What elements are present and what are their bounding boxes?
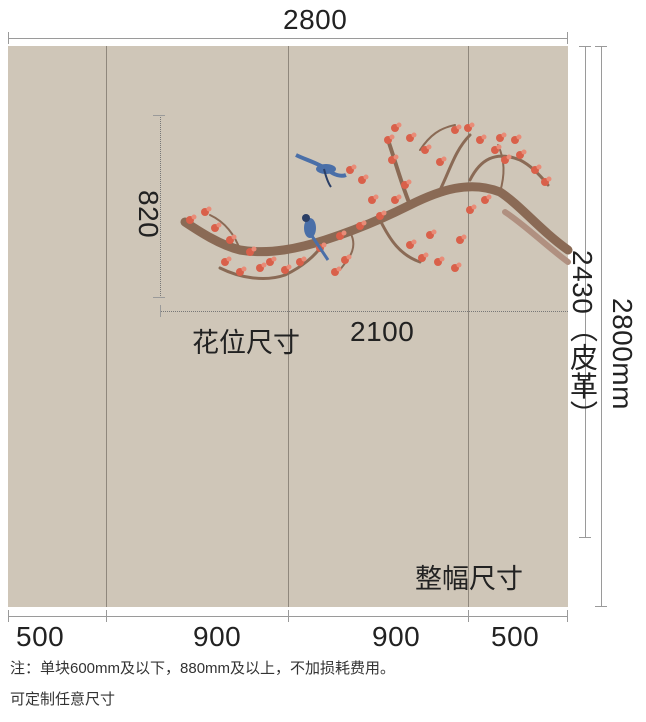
blossom-bud bbox=[431, 229, 437, 235]
pattern-width-line bbox=[160, 311, 568, 312]
panel-seam bbox=[468, 46, 469, 607]
panel-width-label: 900 bbox=[372, 621, 421, 652]
blossom-bud bbox=[216, 222, 222, 228]
right-height-label: 2430（皮革） bbox=[567, 250, 598, 429]
blossom-bud bbox=[271, 256, 277, 262]
blossom-bud bbox=[536, 164, 542, 170]
total-height-line bbox=[601, 46, 602, 607]
blossom-bud bbox=[373, 194, 379, 200]
total-height-label: 2800mm bbox=[607, 298, 638, 410]
total-width-label: 2800 bbox=[283, 4, 348, 35]
blossom-bud bbox=[393, 154, 399, 160]
blossom-bud bbox=[321, 242, 327, 248]
blossom-bud bbox=[261, 262, 267, 268]
blossom-bud bbox=[516, 134, 522, 140]
blossom-bud bbox=[496, 144, 502, 150]
blossom-bud bbox=[351, 164, 357, 170]
note-line-1: 注：单块600mm及以下，880mm及以上，不加损耗费用。 bbox=[10, 660, 396, 677]
blossom-bud bbox=[346, 254, 352, 260]
blossom-bud bbox=[461, 234, 467, 240]
blossom-bud bbox=[241, 266, 247, 272]
pattern-height-line bbox=[160, 115, 161, 298]
blossom-bud bbox=[396, 122, 402, 128]
pattern-label: 花位尺寸 bbox=[192, 328, 300, 358]
blossom-bud bbox=[226, 256, 232, 262]
plum-branch bbox=[180, 124, 573, 281]
blossom-bud bbox=[521, 149, 527, 155]
panel-width-label: 500 bbox=[491, 621, 540, 652]
blossom-bud bbox=[469, 122, 475, 128]
right-height-line bbox=[585, 46, 586, 538]
bird-perched bbox=[302, 214, 330, 261]
blossom-bud bbox=[363, 174, 369, 180]
blossom-bud bbox=[191, 214, 197, 220]
blossom-bud bbox=[481, 134, 487, 140]
blossom-bud bbox=[546, 176, 552, 182]
panel-seam bbox=[288, 46, 289, 607]
blossom-bud bbox=[206, 206, 212, 212]
blossom-bud bbox=[423, 252, 429, 258]
blossom-bud bbox=[301, 256, 307, 262]
bird-flying bbox=[295, 153, 347, 188]
blossom-bud bbox=[486, 194, 492, 200]
blossom-bud bbox=[251, 246, 257, 252]
blossom-bud bbox=[361, 220, 367, 226]
blossom-bud bbox=[506, 154, 512, 160]
blossom-bud bbox=[426, 144, 432, 150]
blossom-bud bbox=[411, 239, 417, 245]
note-line-2: 可定制任意尺寸 bbox=[10, 691, 116, 708]
blossom-bud bbox=[411, 132, 417, 138]
blossom-bud bbox=[396, 194, 402, 200]
blossom-bud bbox=[441, 156, 447, 162]
blossom-bud bbox=[231, 234, 237, 240]
blossom-bud bbox=[501, 132, 507, 138]
blossom-bud bbox=[456, 124, 462, 130]
blossom-bud bbox=[336, 266, 342, 272]
blossom-bud bbox=[286, 264, 292, 270]
blossom-bud bbox=[406, 179, 412, 185]
total-width-line bbox=[8, 38, 568, 39]
blossom-bud bbox=[341, 230, 347, 236]
panel-width-label: 900 bbox=[193, 621, 242, 652]
full-size-label: 整幅尺寸 bbox=[415, 564, 523, 594]
pattern-width-label: 2100 bbox=[350, 316, 415, 347]
blossom-bud bbox=[439, 256, 445, 262]
blossom-bud bbox=[471, 204, 477, 210]
pattern-height-label: 820 bbox=[133, 190, 164, 239]
blossom-bud bbox=[389, 134, 395, 140]
panel-seam bbox=[106, 46, 107, 607]
blossom-bud bbox=[456, 262, 462, 268]
blossom-bud bbox=[381, 210, 387, 216]
panel-width-label: 500 bbox=[16, 621, 65, 652]
